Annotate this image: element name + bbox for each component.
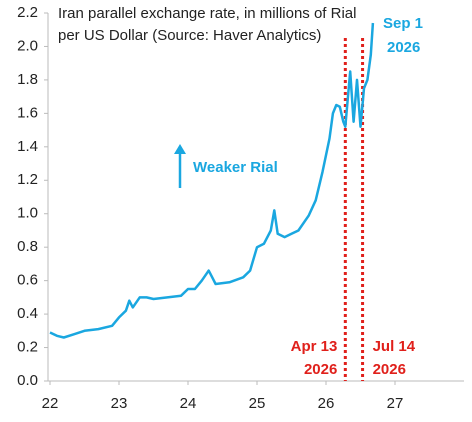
y-tick-label: 1.4 bbox=[17, 138, 38, 155]
x-tick-label: 25 bbox=[249, 395, 266, 412]
arrow-head bbox=[174, 144, 186, 154]
data-line bbox=[49, 22, 375, 339]
event-label: 2026 bbox=[304, 361, 337, 378]
y-tick-label: 1.8 bbox=[17, 71, 38, 88]
event-label: 2026 bbox=[373, 361, 406, 378]
y-tick-label: 0.8 bbox=[17, 238, 38, 255]
y-tick-label: 0.2 bbox=[17, 339, 38, 356]
x-tick-label: 26 bbox=[318, 395, 335, 412]
y-tick-label: 0.4 bbox=[17, 305, 38, 322]
x-tick-label: 27 bbox=[387, 395, 404, 412]
title-line: Iran parallel exchange rate, in millions… bbox=[58, 5, 356, 22]
y-tick-label: 1.0 bbox=[17, 205, 38, 222]
event-label: Jul 14 bbox=[373, 338, 416, 355]
y-tick-label: 1.2 bbox=[17, 171, 38, 188]
end-label: 2026 bbox=[387, 39, 420, 56]
x-tick-label: 23 bbox=[111, 395, 128, 412]
x-tick-label: 24 bbox=[180, 395, 197, 412]
x-tick-label: 22 bbox=[42, 395, 59, 412]
y-tick-label: 0.0 bbox=[17, 372, 38, 389]
y-tick-label: 1.6 bbox=[17, 104, 38, 121]
end-label: Sep 1 bbox=[383, 15, 423, 32]
event-label: Apr 13 bbox=[291, 338, 338, 355]
title-line: per US Dollar (Source: Haver Analytics) bbox=[58, 27, 321, 44]
arrow-label: Weaker Rial bbox=[193, 159, 278, 176]
y-tick-label: 2.2 bbox=[17, 4, 38, 21]
y-tick-label: 2.0 bbox=[17, 37, 38, 54]
y-tick-label: 0.6 bbox=[17, 272, 38, 289]
